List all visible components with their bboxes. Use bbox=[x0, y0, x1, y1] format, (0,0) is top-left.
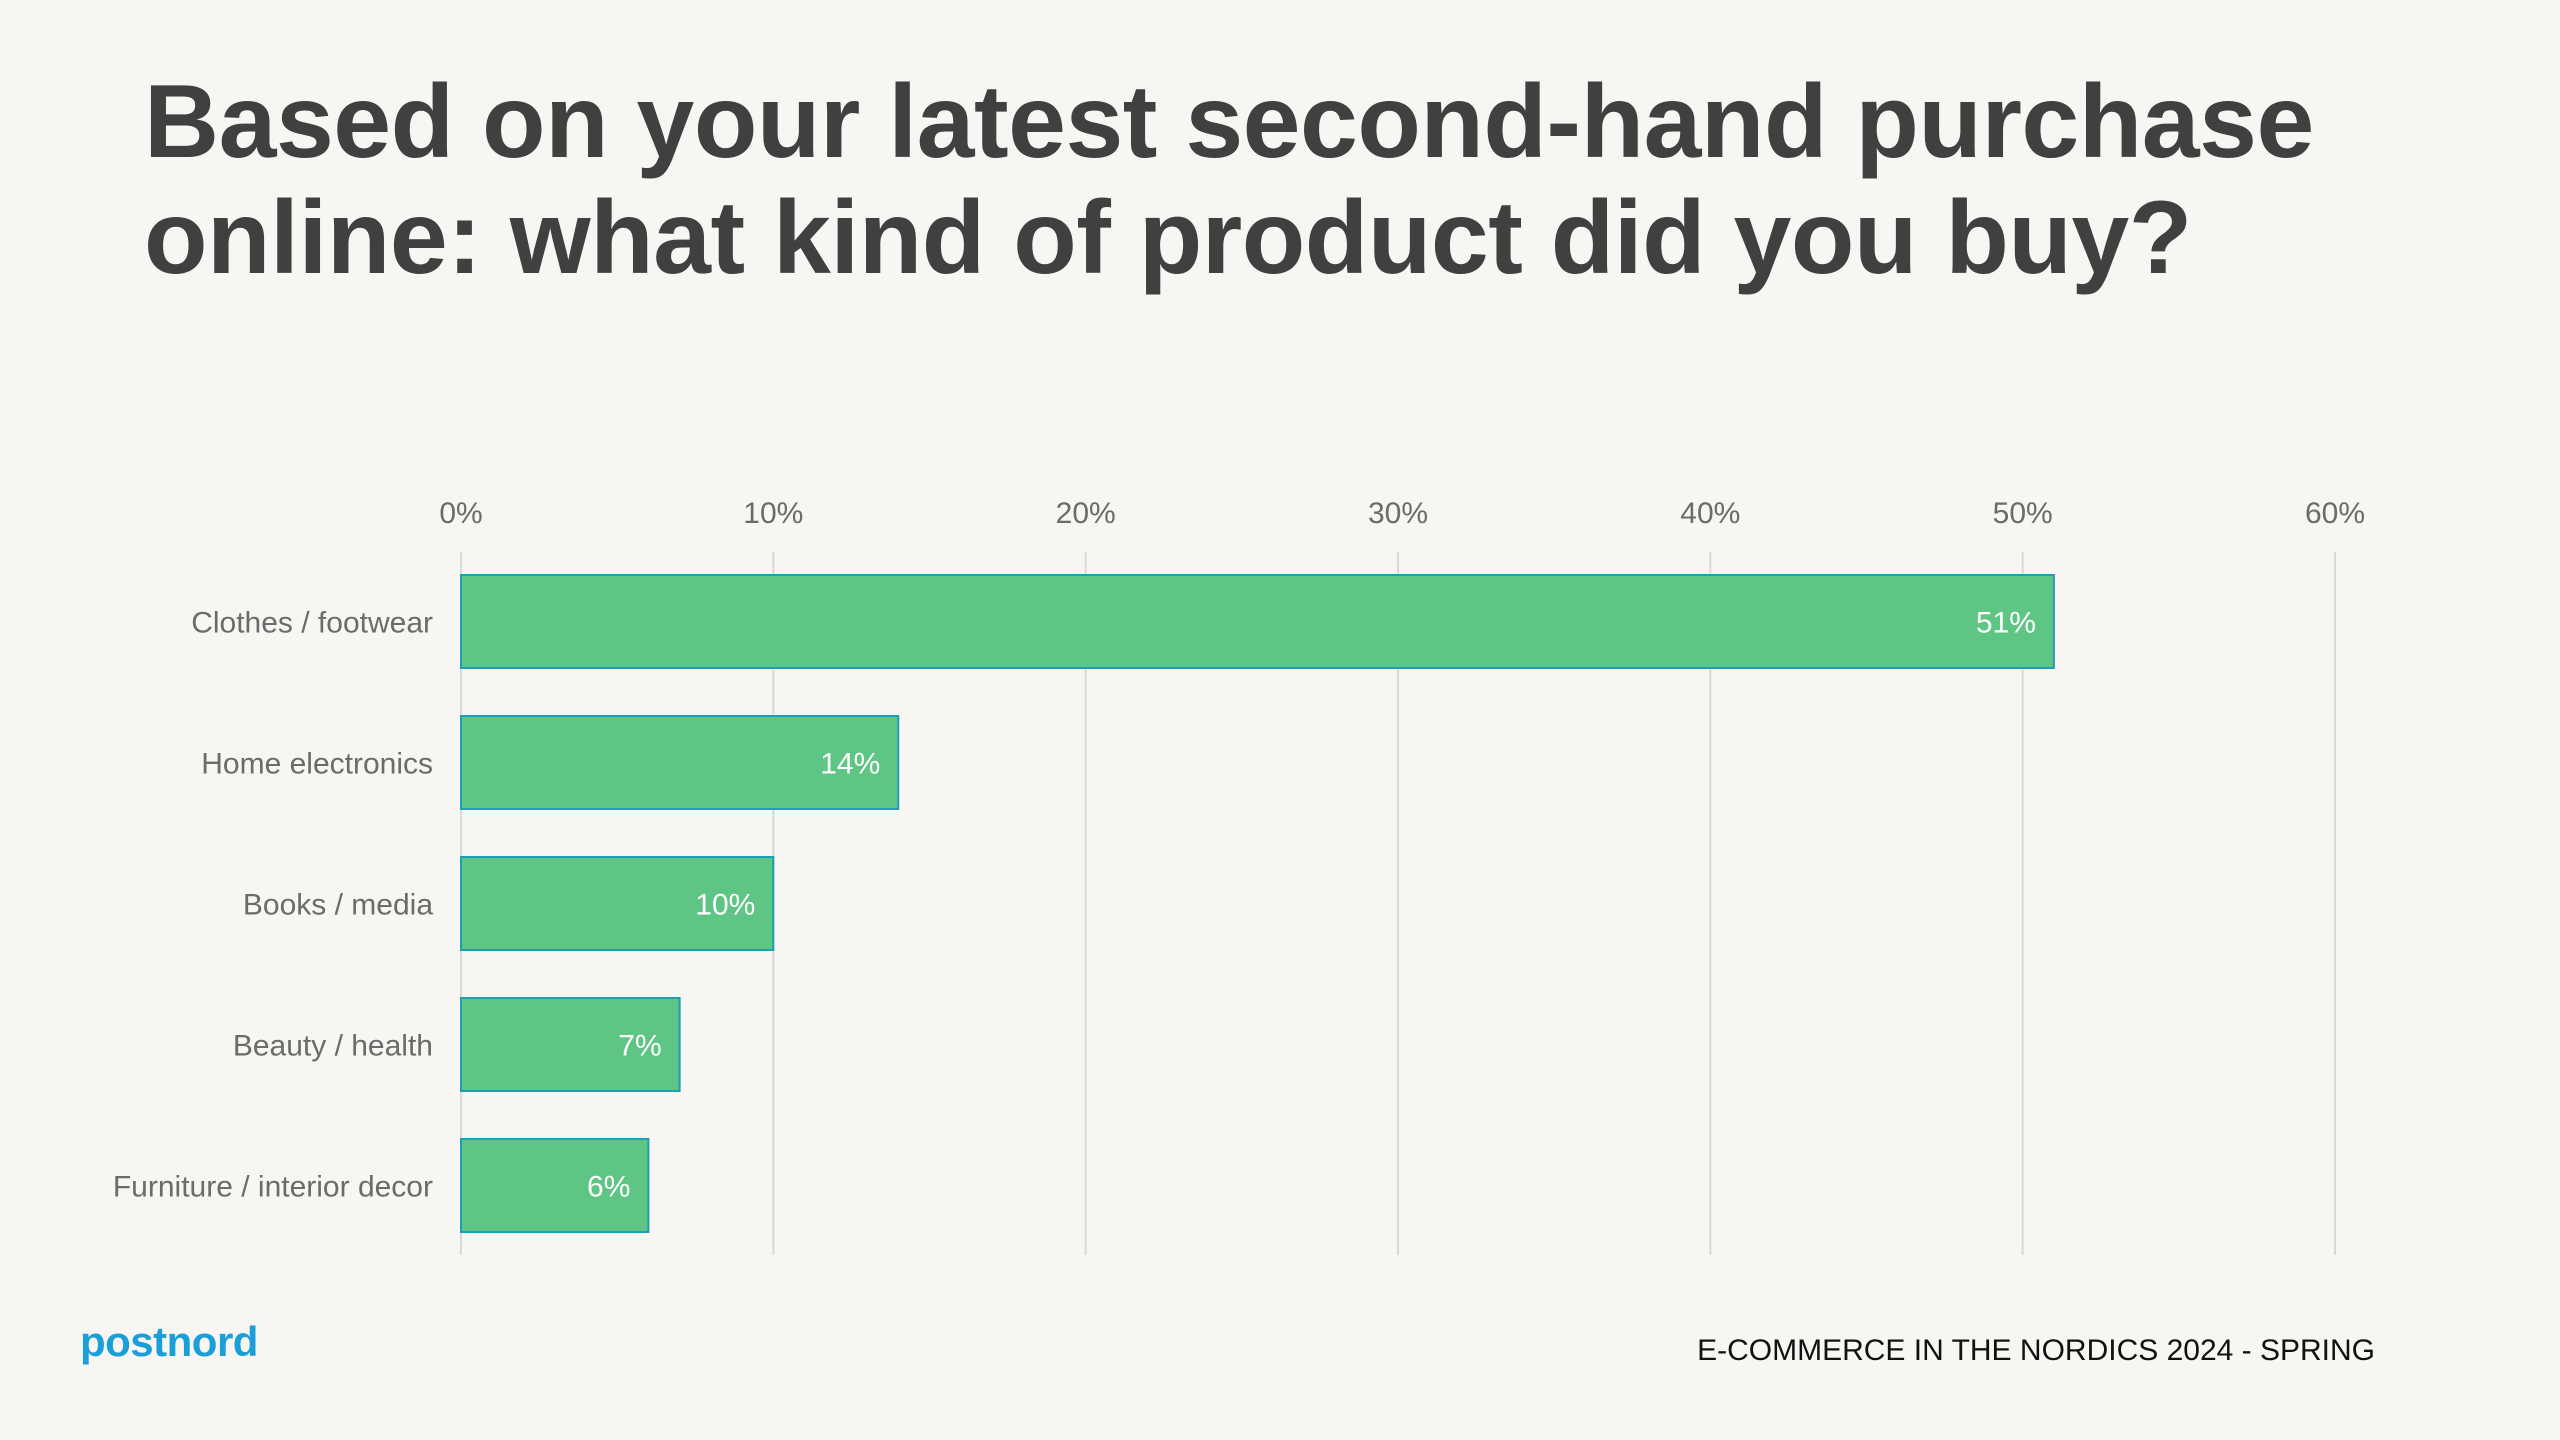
data-label: 7% bbox=[618, 1030, 661, 1063]
bar bbox=[460, 1138, 650, 1233]
bar bbox=[460, 574, 2055, 669]
bar bbox=[460, 997, 681, 1092]
x-tick-label: 30% bbox=[1368, 497, 1428, 530]
category-label: Beauty / health bbox=[233, 1030, 433, 1063]
x-tick-label: 60% bbox=[2305, 497, 2365, 530]
postnord-logo: postnord bbox=[80, 1318, 258, 1365]
category-label: Home electronics bbox=[201, 748, 433, 781]
data-label: 6% bbox=[587, 1171, 630, 1204]
data-label: 10% bbox=[695, 889, 755, 922]
data-label: 14% bbox=[820, 748, 880, 781]
bar bbox=[460, 715, 900, 810]
x-tick-label: 40% bbox=[1680, 497, 1740, 530]
category-label: Furniture / interior decor bbox=[113, 1171, 433, 1204]
x-tick-label: 50% bbox=[1993, 497, 2053, 530]
x-tick-label: 0% bbox=[439, 497, 482, 530]
page-title: Based on your latest second-hand purchas… bbox=[144, 64, 2314, 296]
x-tick-label: 20% bbox=[1056, 497, 1116, 530]
x-tick-label: 10% bbox=[743, 497, 803, 530]
bar bbox=[460, 856, 775, 951]
data-label: 51% bbox=[1976, 607, 2036, 640]
report-name: E-COMMERCE IN THE NORDICS 2024 - SPRING bbox=[1697, 1334, 2375, 1367]
category-label: Books / media bbox=[243, 889, 433, 922]
category-label: Clothes / footwear bbox=[191, 607, 433, 640]
